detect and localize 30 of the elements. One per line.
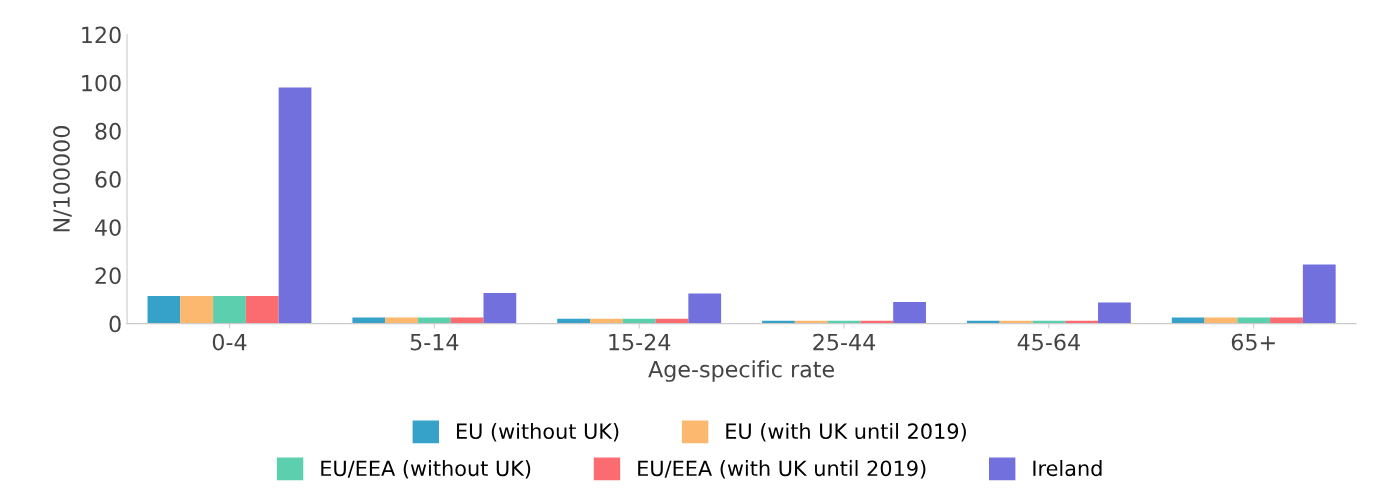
y-axis-title: N/100000	[53, 126, 72, 232]
legend-label: Ireland	[1033, 460, 1102, 477]
y-tick-label: 20	[95, 267, 121, 285]
legend-label: EU/EEA (without UK)	[321, 460, 531, 479]
y-tick-label: 100	[82, 74, 121, 92]
legend-label: EU (with UK until 2019)	[726, 422, 966, 442]
x-tick-label: 15-24	[609, 333, 671, 351]
y-tick-label: 120	[82, 26, 121, 44]
y-tick-label: 60	[95, 171, 121, 188]
bar	[213, 296, 246, 324]
y-tick-label: 40	[95, 219, 121, 236]
x-tick-label: 5-14	[410, 333, 459, 351]
y-tick-label: 0	[109, 315, 121, 333]
legend-label: EU/EEA (with UK until 2019)	[638, 460, 926, 479]
bar	[688, 293, 722, 324]
bar	[483, 292, 517, 324]
legend-label: EU (without UK)	[457, 422, 619, 442]
bar	[1098, 302, 1131, 324]
bar	[180, 296, 214, 324]
x-tick-label: 0-4	[212, 333, 247, 351]
bar	[147, 296, 181, 324]
bar	[278, 87, 312, 324]
x-tick-label: 25-44	[813, 333, 876, 351]
bar	[245, 296, 279, 324]
x-tick-label: 65+	[1231, 333, 1275, 351]
y-tick-label: 80	[95, 122, 121, 140]
x-tick-label: 45-64	[1017, 333, 1080, 351]
bar	[893, 301, 926, 324]
x-axis-title: Age-specific rate	[648, 360, 834, 382]
bar	[1302, 264, 1336, 324]
